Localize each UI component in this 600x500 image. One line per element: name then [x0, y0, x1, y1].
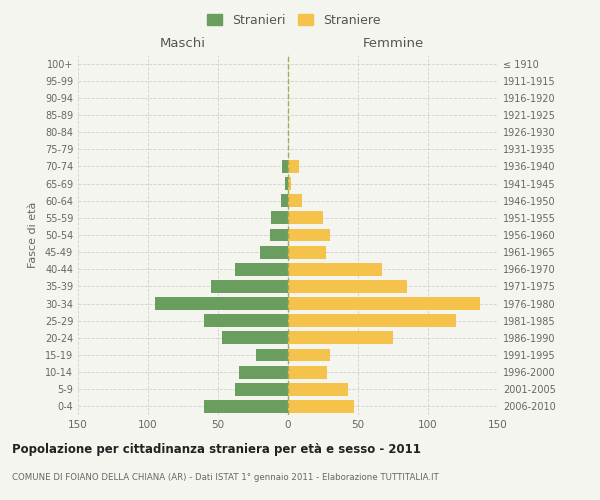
Bar	[288, 314, 456, 327]
Text: Popolazione per cittadinanza straniera per età e sesso - 2011: Popolazione per cittadinanza straniera p…	[12, 442, 421, 456]
Text: COMUNE DI FOIANO DELLA CHIANA (AR) - Dati ISTAT 1° gennaio 2011 - Elaborazione T: COMUNE DI FOIANO DELLA CHIANA (AR) - Dat…	[12, 472, 439, 482]
Bar	[155, 297, 288, 310]
Bar	[285, 177, 288, 190]
Y-axis label: Fasce di età: Fasce di età	[28, 202, 38, 268]
Bar	[288, 228, 330, 241]
Bar	[283, 160, 288, 173]
Bar	[288, 177, 291, 190]
Bar	[288, 160, 299, 173]
Bar	[288, 383, 348, 396]
Bar	[288, 280, 407, 293]
Bar	[256, 348, 288, 362]
Bar	[222, 332, 288, 344]
Bar	[271, 212, 288, 224]
Bar	[204, 400, 288, 413]
Bar	[288, 297, 480, 310]
Bar	[288, 400, 354, 413]
Bar	[288, 263, 382, 276]
Bar	[260, 246, 288, 258]
Bar	[288, 348, 330, 362]
Bar	[235, 263, 288, 276]
Bar	[288, 212, 323, 224]
Bar	[281, 194, 288, 207]
Text: Maschi: Maschi	[160, 37, 206, 50]
Bar	[288, 332, 393, 344]
Bar	[270, 228, 288, 241]
Text: Femmine: Femmine	[362, 37, 424, 50]
Bar	[235, 383, 288, 396]
Bar	[288, 366, 327, 378]
Bar	[288, 194, 302, 207]
Bar	[204, 314, 288, 327]
Bar	[288, 246, 326, 258]
Legend: Stranieri, Straniere: Stranieri, Straniere	[202, 8, 386, 32]
Bar	[211, 280, 288, 293]
Bar	[239, 366, 288, 378]
